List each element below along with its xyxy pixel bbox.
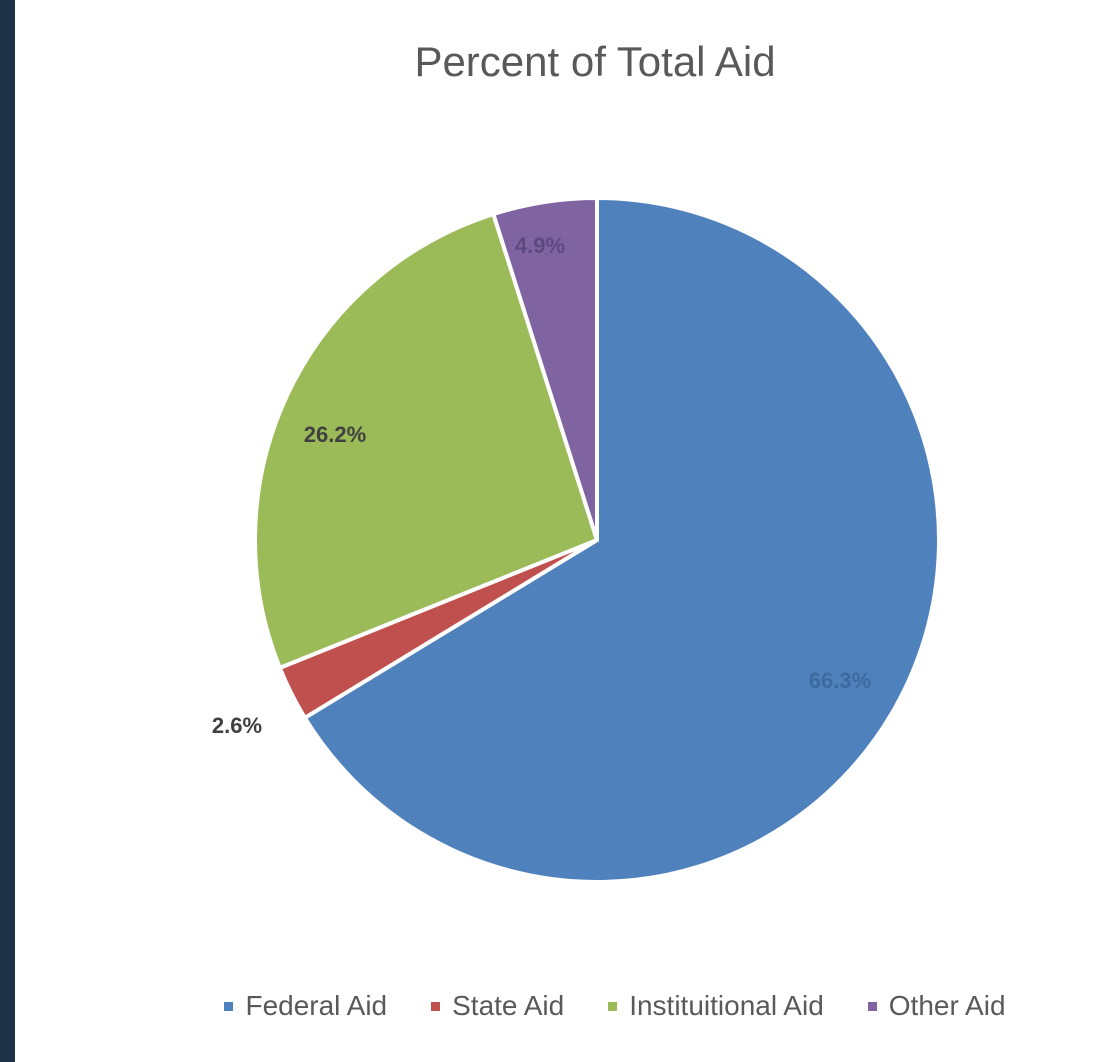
pie-slice-federal-aid bbox=[302, 196, 941, 884]
pie-slice-instituitional-aid bbox=[253, 212, 599, 670]
data-label-other-aid: 4.9% bbox=[515, 233, 565, 258]
chart-title: Percent of Total Aid bbox=[414, 38, 776, 85]
data-label-state-aid: 2.6% bbox=[212, 713, 262, 738]
legend-label-instituitional-aid: Instituitional Aid bbox=[629, 990, 824, 1021]
legend-item-federal-aid: Federal Aid bbox=[224, 990, 387, 1022]
legend-label-state-aid: State Aid bbox=[452, 990, 565, 1021]
legend-swatch-federal-aid bbox=[224, 1001, 234, 1011]
data-label-federal-aid: 66.3% bbox=[809, 668, 871, 693]
legend-item-state-aid: State Aid bbox=[431, 990, 564, 1022]
pie-slice-other-aid bbox=[491, 196, 599, 542]
data-label-instituitional-aid: 26.2% bbox=[304, 422, 366, 447]
legend-label-other-aid: Other Aid bbox=[888, 990, 1006, 1021]
legend-swatch-instituitional-aid bbox=[608, 1001, 618, 1011]
pie-chart: 66.3% 2.6% 26.2% 4.9% bbox=[212, 196, 941, 884]
legend: Federal Aid State Aid Instituitional Aid Ot… bbox=[15, 990, 1117, 1022]
legend-label-federal-aid: Federal Aid bbox=[245, 990, 388, 1021]
legend-item-instituitional-aid: Instituitional Aid bbox=[608, 990, 824, 1022]
chart-panel: Percent of Total Aid 66.3% 2.6% 26.2% 4.9% … bbox=[15, 0, 1117, 1062]
legend-swatch-state-aid bbox=[431, 1001, 441, 1011]
legend-item-other-aid: Other Aid bbox=[867, 990, 1006, 1022]
legend-swatch-other-aid bbox=[867, 1001, 877, 1011]
